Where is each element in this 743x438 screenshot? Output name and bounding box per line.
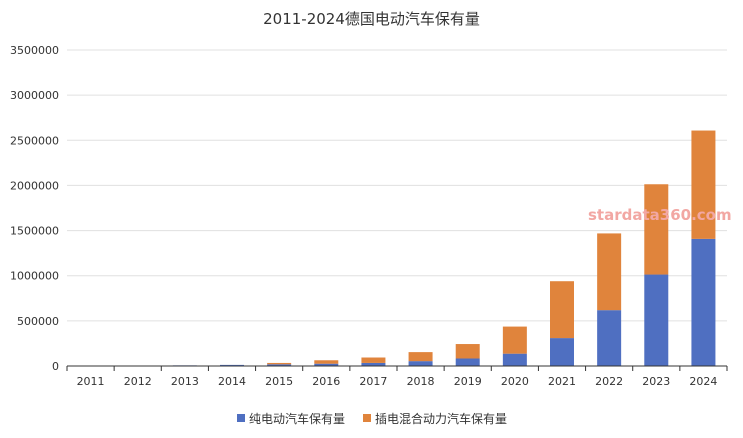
bar-bev bbox=[597, 310, 622, 366]
y-tick-label: 3000000 bbox=[10, 89, 59, 102]
x-tick-label: 2013 bbox=[171, 375, 199, 388]
y-tick-label: 500000 bbox=[17, 315, 59, 328]
x-tick-label: 2022 bbox=[595, 375, 623, 388]
legend-label-phev: 插电混合动力汽车保有量 bbox=[375, 411, 507, 426]
x-tick-label: 2011 bbox=[77, 375, 105, 388]
bar-phev bbox=[267, 362, 292, 365]
bar-layer bbox=[78, 130, 716, 366]
bar-bev bbox=[455, 358, 480, 366]
watermark: stardata360.com bbox=[588, 206, 732, 224]
bar-bev bbox=[267, 364, 292, 366]
bar-phev bbox=[455, 344, 480, 359]
y-tick-label: 1000000 bbox=[10, 270, 59, 283]
x-tick-label: 2017 bbox=[359, 375, 387, 388]
bar-phev bbox=[408, 352, 433, 362]
bar-bev bbox=[408, 361, 433, 366]
x-tick-label: 2024 bbox=[689, 375, 717, 388]
bar-bev bbox=[502, 353, 527, 366]
y-tick-label: 1500000 bbox=[10, 225, 59, 238]
x-tick-label: 2023 bbox=[642, 375, 670, 388]
bar-bev bbox=[550, 338, 574, 366]
bar-phev bbox=[597, 233, 622, 311]
x-tick-label: 2012 bbox=[124, 375, 152, 388]
y-tick-label: 0 bbox=[52, 360, 59, 373]
x-tick-label: 2018 bbox=[407, 375, 435, 388]
bar-phev bbox=[314, 360, 339, 364]
bar-phev bbox=[550, 281, 574, 339]
legend-swatch-bev bbox=[237, 414, 245, 422]
bar-phev bbox=[361, 357, 386, 363]
legend-label-bev: 纯电动汽车保有量 bbox=[249, 411, 345, 426]
bar-phev bbox=[691, 130, 716, 239]
y-tick-label: 2000000 bbox=[10, 179, 59, 192]
x-tick-label: 2020 bbox=[501, 375, 529, 388]
x-tick-label: 2019 bbox=[454, 375, 482, 388]
x-tick-label: 2021 bbox=[548, 375, 576, 388]
y-tick-label: 3500000 bbox=[10, 44, 59, 57]
bar-bev bbox=[691, 238, 716, 366]
chart-title: 2011-2024德国电动汽车保有量 bbox=[263, 10, 480, 28]
bar-bev bbox=[220, 364, 244, 366]
x-tick-label: 2015 bbox=[265, 375, 293, 388]
bar-bev bbox=[314, 363, 339, 366]
bar-bev bbox=[361, 362, 386, 366]
y-tick-label: 2500000 bbox=[10, 134, 59, 147]
x-tick-label: 2014 bbox=[218, 375, 246, 388]
bar-phev bbox=[644, 184, 669, 275]
legend-swatch-phev bbox=[363, 414, 371, 422]
x-tick-label: 2016 bbox=[312, 375, 340, 388]
axis-layer: 0 500000 1000000 1500000 2000000 2500000 30000… bbox=[10, 44, 728, 388]
bar-bev bbox=[644, 274, 669, 366]
bar-phev bbox=[502, 326, 527, 354]
legend: 纯电动汽车保有量 插电混合动力汽车保有量 bbox=[237, 411, 507, 426]
